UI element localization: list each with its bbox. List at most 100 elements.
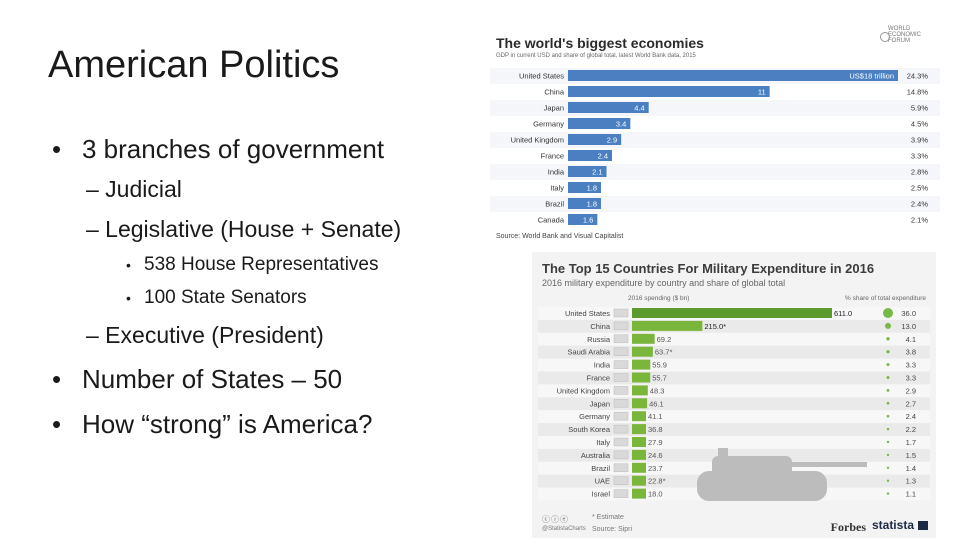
wef-logo-line: FORUM [888, 38, 910, 44]
economies-bar [568, 102, 649, 113]
flag-icon [613, 424, 629, 434]
military-share-label: 2.9 [906, 386, 916, 395]
military-share-dot [886, 363, 890, 367]
economies-category-label: Japan [544, 104, 564, 113]
wef-logo-line: WORLD [888, 26, 911, 32]
military-share-label: 3.3 [906, 361, 916, 370]
military-category-label: Italy [596, 438, 610, 447]
slide-title: American Politics [48, 44, 340, 86]
spending-header: 2016 spending ($ bn) [628, 295, 690, 302]
economies-value-label: 1.8 [587, 184, 597, 193]
flag-icon [613, 437, 629, 447]
flag-icon [613, 308, 629, 318]
economies-category-label: Germany [533, 120, 564, 129]
military-value-label: 611.0 [834, 309, 852, 318]
military-share-dot [884, 322, 892, 329]
military-bar [632, 411, 646, 422]
tank-barrel [787, 462, 867, 467]
military-value-label: 55.7 [652, 374, 667, 383]
cc-icons: ⓒⓘⓔ [542, 515, 569, 524]
military-share-dot [886, 466, 890, 469]
military-bar [632, 320, 703, 331]
military-share-label: 13.0 [901, 322, 916, 331]
statista-logo: statista [871, 518, 914, 532]
military-bar [632, 437, 646, 447]
military-category-label: Russia [587, 335, 611, 344]
economies-bar [568, 198, 601, 209]
economies-value-label: 2.1 [592, 168, 602, 177]
flag-icon [613, 373, 629, 382]
flag-icon [613, 411, 629, 421]
bullet-branches: • 3 branches of government [52, 134, 385, 164]
military-share-label: 4.1 [906, 335, 916, 344]
military-category-label: India [594, 361, 611, 370]
economies-source: Source: World Bank and Visual Capitalist [496, 233, 624, 240]
flag-icon [613, 386, 629, 395]
economies-row-bg [490, 196, 940, 212]
economies-category-label: Italy [550, 184, 564, 193]
economies-share-label: 2.4% [911, 200, 928, 209]
military-share-dot [886, 427, 890, 431]
flag-icon [613, 476, 629, 485]
military-category-label: Germany [579, 412, 610, 421]
military-share-label: 3.8 [906, 348, 916, 357]
flag-icon [613, 463, 629, 473]
economies-category-label: United States [519, 72, 564, 81]
military-bar [632, 333, 655, 344]
tank-body [697, 471, 827, 501]
flag-icon [613, 360, 629, 369]
military-share-dot [886, 479, 890, 482]
economies-value-label: 11 [758, 88, 766, 97]
globe-icon [880, 32, 890, 42]
military-value-label: 18.0 [648, 490, 663, 499]
military-category-label: China [590, 322, 610, 331]
wef-logo-line: ECONOMIC [888, 32, 921, 38]
bullet-legislative: – Legislative (House + Senate) [86, 216, 402, 242]
bullet-senate: • 100 State Senators [126, 287, 307, 308]
military-value-label: 63.7* [655, 348, 673, 357]
statista-mark-icon [918, 521, 928, 530]
military-bar [632, 424, 646, 435]
economies-value-label: 2.9 [607, 136, 617, 145]
economies-category-label: China [544, 88, 564, 97]
military-category-label: Australia [581, 451, 611, 460]
military-value-label: 215.0* [704, 322, 726, 331]
flag-icon [613, 450, 629, 460]
military-category-label: United Kingdom [557, 386, 610, 395]
flag-icon [613, 334, 629, 344]
flag-icon [613, 399, 629, 408]
economies-bar [568, 150, 612, 161]
flag-icon [613, 321, 629, 331]
economies-category-label: Canada [538, 216, 565, 225]
military-bar [632, 475, 646, 486]
military-share-label: 2.7 [906, 399, 916, 408]
economies-bar [568, 166, 607, 177]
economies-share-label: 4.5% [911, 120, 928, 129]
military-share-dot [886, 492, 890, 495]
tank-hatch [718, 448, 728, 458]
economies-title: The world's biggest economies [496, 35, 704, 51]
military-bar [632, 488, 646, 499]
military-share-dot [886, 414, 890, 418]
military-category-label: South Korea [568, 425, 611, 434]
economies-chart: The world's biggest economies GDP in cur… [490, 26, 940, 248]
economies-share-label: 24.3% [907, 72, 929, 81]
bullet-judicial: – Judicial [86, 176, 182, 202]
economies-share-label: 2.1% [911, 216, 928, 225]
tank-silhouette [697, 448, 867, 501]
economies-bar [568, 134, 622, 145]
economies-category-label: France [541, 152, 564, 161]
military-value-label: 23.7 [648, 464, 663, 473]
wef-logo: WORLD ECONOMIC FORUM [880, 26, 930, 44]
military-share-dot [886, 388, 890, 392]
military-value-label: 27.9 [648, 438, 663, 447]
military-value-label: 48.3 [650, 386, 665, 395]
military-share-dot [886, 337, 890, 341]
military-share-label: 3.3 [906, 374, 916, 383]
economies-bar [568, 86, 770, 97]
economies-value-label: 1.6 [583, 216, 593, 225]
economies-share-label: 14.8% [907, 88, 929, 97]
economies-value-label: 4.4 [634, 104, 644, 113]
military-bar [632, 398, 648, 409]
military-share-label: 1.5 [906, 451, 916, 460]
